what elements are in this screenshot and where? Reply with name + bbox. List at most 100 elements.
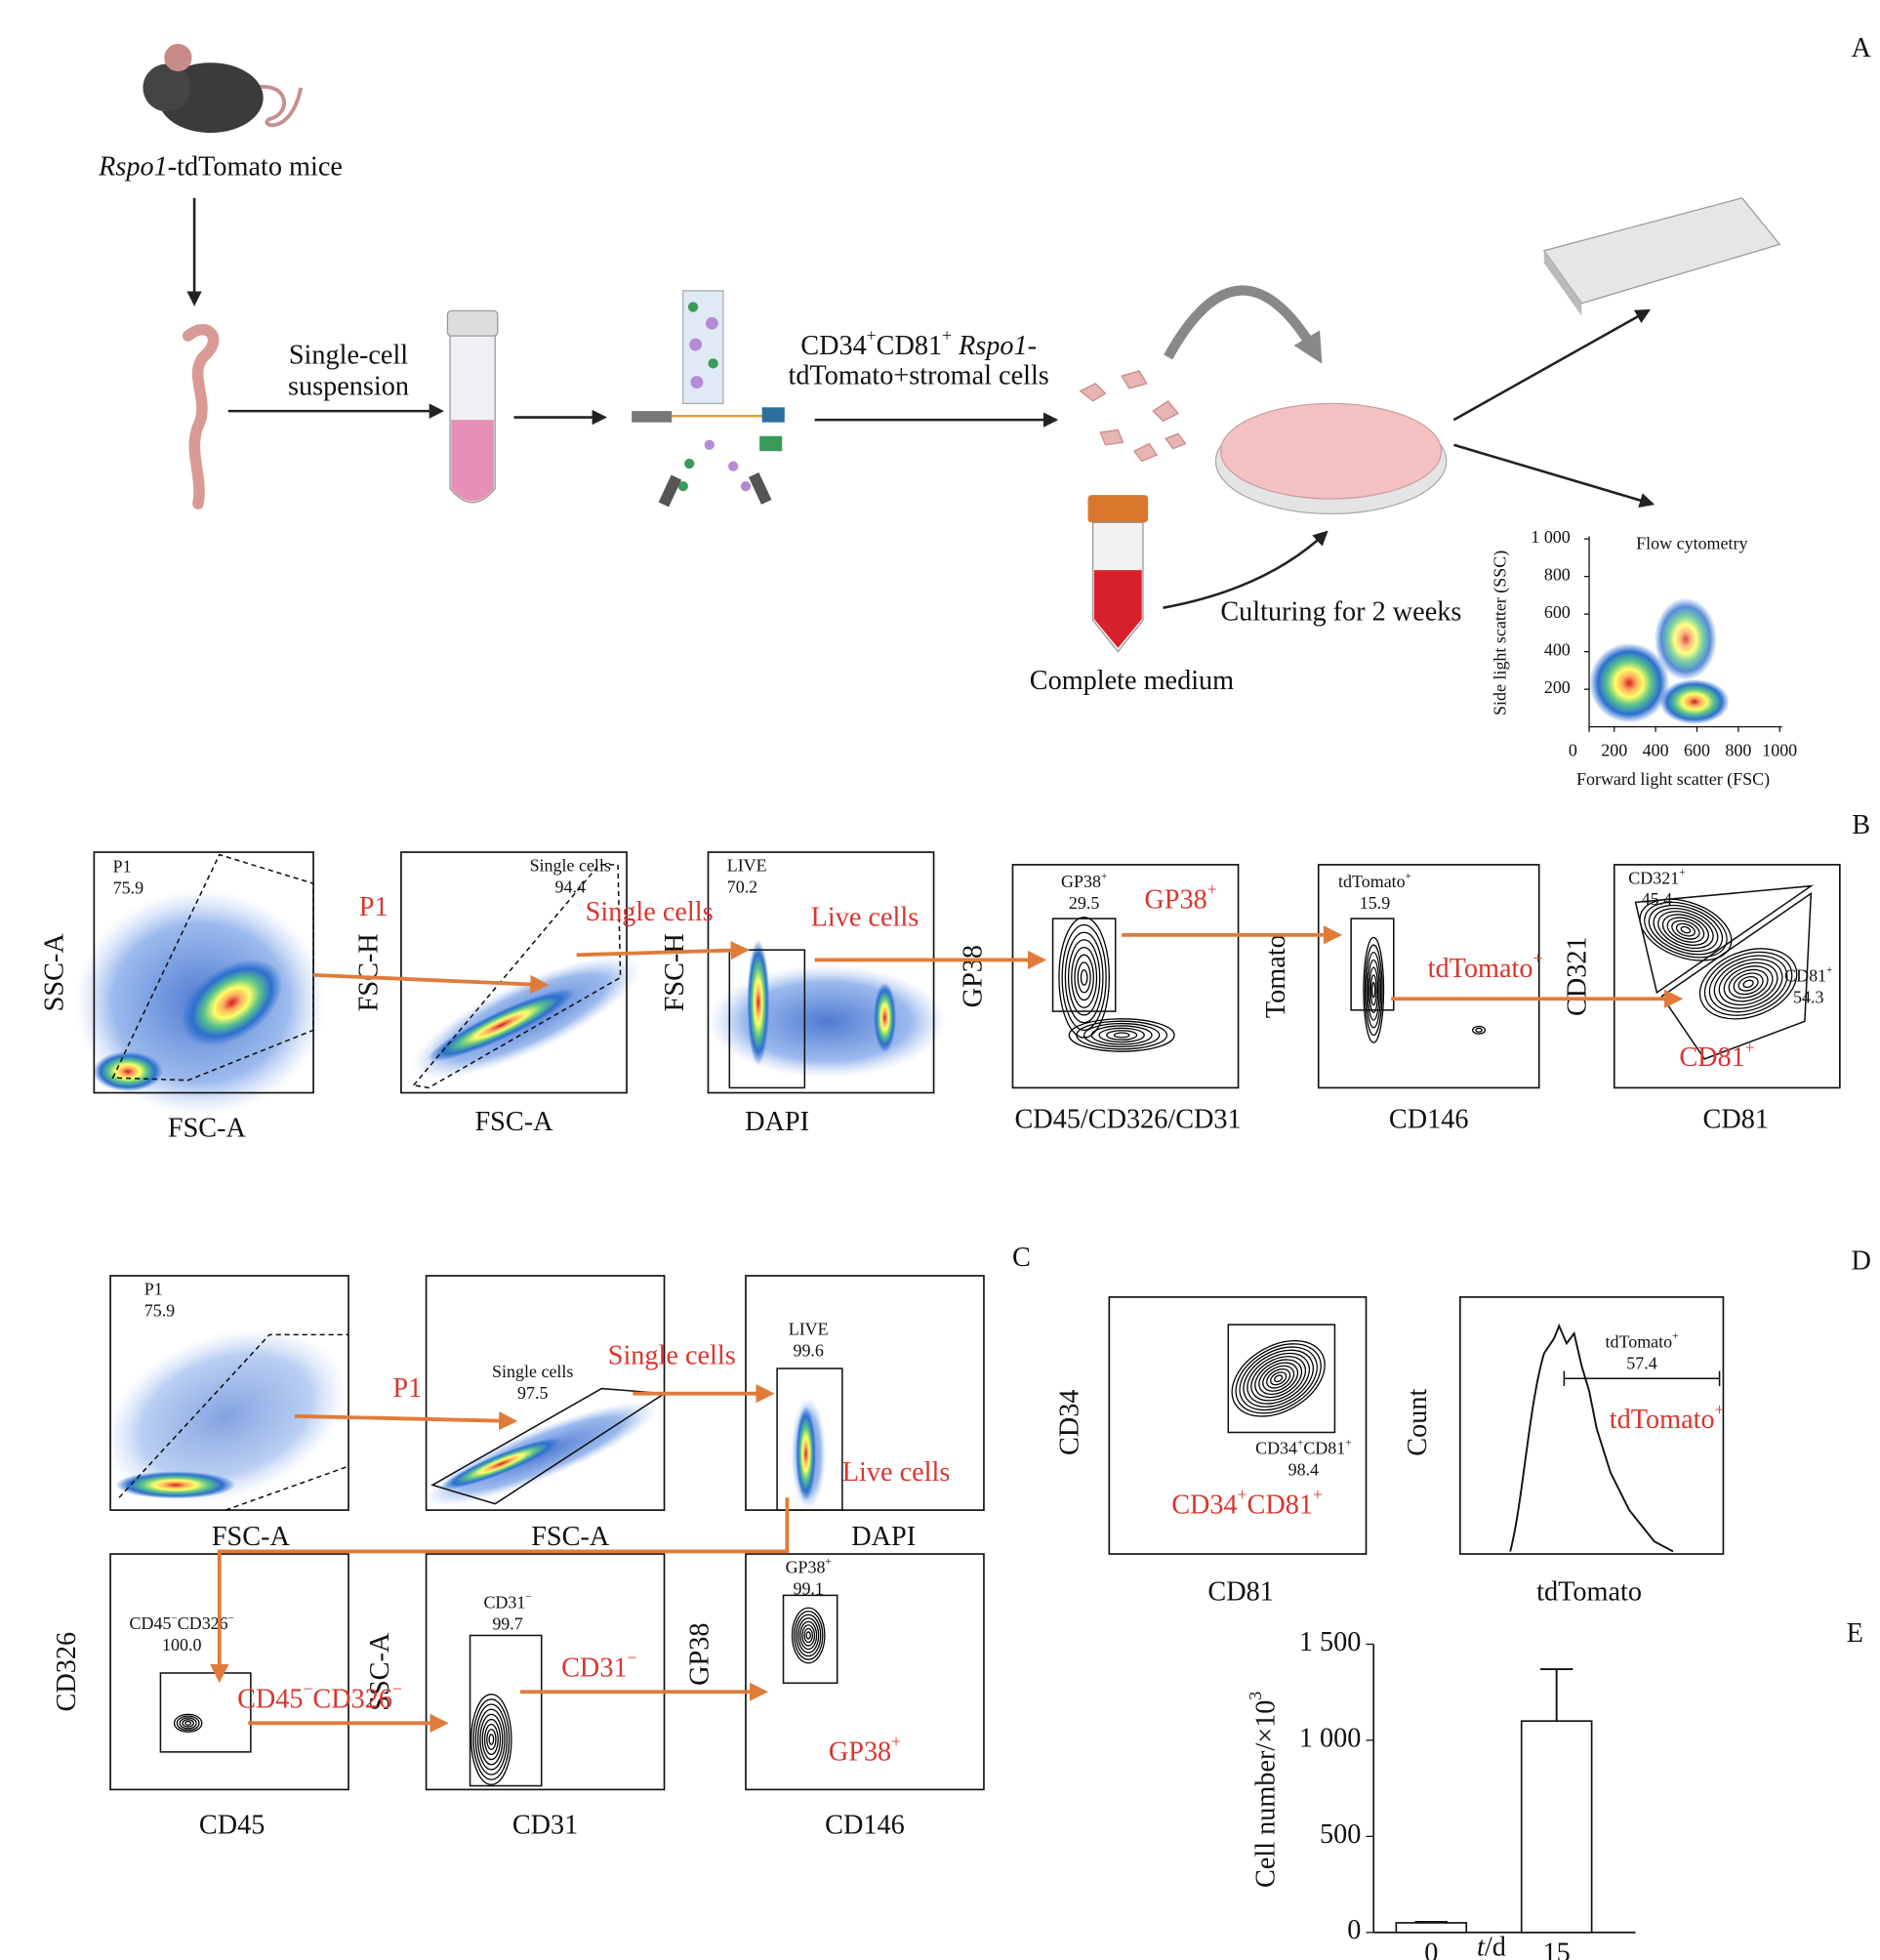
contour xyxy=(1058,917,1110,1039)
mouse-ear xyxy=(164,43,192,72)
text-part: /d xyxy=(1485,1933,1506,1960)
text-part: P1 xyxy=(113,857,132,877)
superscript: + xyxy=(826,1556,832,1568)
gate xyxy=(118,1333,349,1498)
contour xyxy=(1090,1025,1153,1045)
contour xyxy=(797,1617,820,1654)
text-part: tdTomato xyxy=(1610,1406,1715,1436)
panel-label: C xyxy=(1012,1243,1031,1273)
superscript: + xyxy=(1745,1038,1755,1057)
contour xyxy=(1657,911,1714,950)
gating-label: P1 xyxy=(359,893,388,923)
contour xyxy=(479,1713,504,1766)
contour xyxy=(1703,951,1793,1016)
text-part: CD34 xyxy=(1255,1439,1297,1458)
contour xyxy=(1369,966,1379,1014)
flow-x-tick-label: 600 xyxy=(1684,740,1710,759)
contour xyxy=(1698,948,1798,1020)
text-part: Single cells xyxy=(530,856,611,876)
superscript: + xyxy=(1313,1485,1323,1504)
flow-x-tick-label: 1000 xyxy=(1762,740,1797,759)
x-axis-label: DAPI xyxy=(851,1522,916,1552)
gate-name: tdTomato+ xyxy=(1338,871,1411,892)
contour xyxy=(1367,959,1380,1021)
gating-label: CD45−CD326− xyxy=(237,1679,402,1715)
contour xyxy=(1074,954,1094,1001)
text-part: LIVE xyxy=(727,856,767,876)
contour xyxy=(805,1631,811,1640)
gate-value: 94.4 xyxy=(555,877,586,896)
contour xyxy=(1475,1027,1483,1033)
y-axis-label: SSC-A xyxy=(39,933,69,1012)
gate-name: tdTomato+ xyxy=(1606,1330,1679,1352)
superscript: − xyxy=(525,1591,531,1603)
sorted-cells-label: CD34+CD81+ Rspo1- xyxy=(800,326,1037,362)
gate-name: GP38+ xyxy=(786,1556,832,1577)
x-axis-label: FSC-A xyxy=(474,1107,553,1137)
flow-y-tick-label: 200 xyxy=(1544,677,1571,697)
text-part: CD31 xyxy=(483,1593,525,1613)
gate xyxy=(469,1634,543,1787)
arrow xyxy=(1452,308,1652,422)
contour xyxy=(801,1624,816,1647)
contour xyxy=(477,1708,506,1771)
contour xyxy=(1262,1365,1295,1392)
flow-x-tick-label: 800 xyxy=(1725,740,1751,759)
flow-xlabel: Forward light scatter (FSC) xyxy=(1576,769,1770,790)
y-axis-label: GP38 xyxy=(958,945,988,1007)
contour xyxy=(1742,979,1754,989)
text-part: CD326 xyxy=(178,1613,228,1633)
gate-name: GP38+ xyxy=(1061,871,1107,892)
superscript: + xyxy=(1297,1437,1303,1449)
contour xyxy=(1369,974,1377,1006)
counting-chip xyxy=(1542,197,1781,305)
text-part: Live cells xyxy=(842,1458,951,1489)
bar xyxy=(1520,1720,1593,1934)
superscript: + xyxy=(1715,1400,1725,1419)
gate-name: CD81+ xyxy=(1784,964,1832,986)
gate-name: LIVE xyxy=(789,1320,829,1339)
y-tick-label: 0 xyxy=(1347,1915,1361,1945)
text-part: GP38 xyxy=(829,1737,891,1768)
density xyxy=(93,1051,163,1092)
contour xyxy=(1713,959,1783,1009)
mouse-label: Rspo1-tdTomato mice xyxy=(98,152,343,183)
plot-frame xyxy=(1458,1295,1725,1555)
y-axis-label: CD321 xyxy=(1562,936,1592,1016)
tube-cap xyxy=(446,309,499,337)
laser xyxy=(632,411,673,423)
density xyxy=(796,1406,816,1502)
gate-value: 99.7 xyxy=(492,1613,522,1633)
y-tick-label: 1 500 xyxy=(1299,1627,1362,1657)
x-axis-label: CD81 xyxy=(1703,1105,1769,1135)
contour xyxy=(470,1694,512,1785)
arrow xyxy=(1453,443,1655,508)
contour xyxy=(1737,976,1759,992)
contour xyxy=(1080,969,1088,986)
panel-label: D xyxy=(1851,1246,1870,1277)
density xyxy=(1654,597,1718,681)
cell xyxy=(689,338,703,351)
density xyxy=(1658,678,1730,725)
gating-arrow xyxy=(312,972,550,995)
text-part: -tdTomato mice xyxy=(168,152,343,183)
text-part: GP38 xyxy=(786,1558,826,1577)
gate-value: 15.9 xyxy=(1360,893,1390,913)
y-tick-label: 1 000 xyxy=(1299,1723,1362,1753)
superscript: + xyxy=(891,1732,901,1751)
deflector xyxy=(658,474,682,508)
contour xyxy=(1366,952,1382,1029)
x-axis-label: tdTomato xyxy=(1536,1577,1642,1608)
contour xyxy=(1083,1022,1161,1048)
superscript: + xyxy=(1826,964,1832,976)
gate-value: 54.3 xyxy=(1793,987,1823,1006)
plot-frame xyxy=(109,1553,349,1791)
contour xyxy=(481,1718,502,1761)
text-part: CD45 xyxy=(237,1685,303,1715)
x-axis-label: t/d xyxy=(1477,1933,1506,1960)
text-part: Single cells xyxy=(492,1362,573,1381)
contour xyxy=(1239,1346,1318,1411)
contour xyxy=(1243,1349,1314,1408)
panel-label: E xyxy=(1847,1618,1863,1649)
